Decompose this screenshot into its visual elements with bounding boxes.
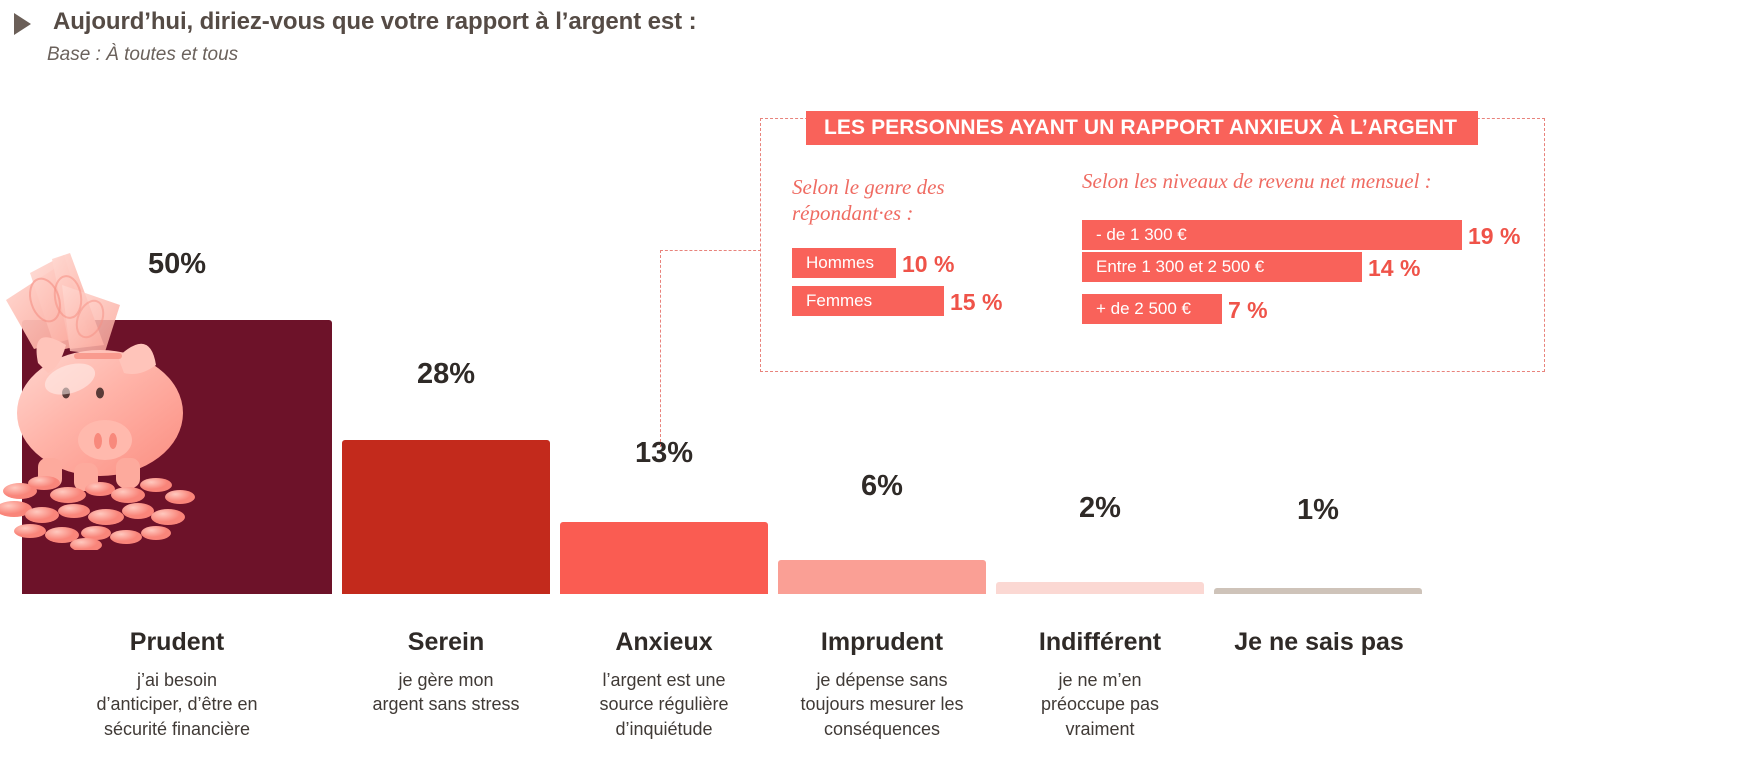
gender-section-label: Selon le genre des répondant·es : xyxy=(792,174,992,227)
bar-value-je-ne-sais-pas: 1% xyxy=(1297,494,1339,526)
income-bar-mid: Entre 1 300 et 2 500 € xyxy=(1082,252,1362,282)
income-bar-mid-label: Entre 1 300 et 2 500 € xyxy=(1096,257,1265,276)
page-title: Aujourd’hui, diriez-vous que votre rappo… xyxy=(53,8,697,35)
callout-leader-vertical xyxy=(660,250,661,447)
gender-bar-femmes-label: Femmes xyxy=(806,291,873,310)
bar-anxieux xyxy=(560,522,768,594)
category-desc-serein: je gère mon argent sans stress xyxy=(372,670,520,715)
bar-imprudent xyxy=(778,560,986,594)
income-bar-high-label: + de 2 500 € xyxy=(1096,299,1192,318)
bar-indifferent xyxy=(996,582,1204,594)
category-label-prudent: Prudent xyxy=(129,628,225,656)
category-label-je-ne-sais-pas: Je ne sais pas xyxy=(1234,628,1404,656)
category-desc-indifferent: je ne m’en préoccupe pas vraiment xyxy=(1040,670,1160,739)
gender-pct-hommes: 10 % xyxy=(902,251,955,277)
income-bar-low-label: - de 1 300 € xyxy=(1096,225,1187,244)
bar-value-anxieux: 13% xyxy=(634,437,694,469)
category-label-imprudent: Imprudent xyxy=(820,628,944,656)
bar-value-prudent: 50% xyxy=(147,248,207,280)
play-triangle-icon xyxy=(14,13,31,35)
income-pct-mid: 14 % xyxy=(1368,255,1421,281)
category-label-indifferent: Indifférent xyxy=(1038,628,1162,656)
category-label-anxieux: Anxieux xyxy=(615,628,713,656)
callout-leader-horizontal xyxy=(660,250,761,251)
gender-bar-hommes: Hommes xyxy=(792,248,896,278)
income-section-label: Selon les niveaux de revenu net mensuel … xyxy=(1082,169,1432,193)
category-label-serein: Serein xyxy=(407,628,485,656)
gender-bar-femmes: Femmes xyxy=(792,286,944,316)
bar-value-imprudent: 6% xyxy=(861,470,903,502)
callout-title: LES PERSONNES AYANT UN RAPPORT ANXIEUX À… xyxy=(824,116,1458,139)
question-row: Aujourd’hui, diriez-vous que votre rappo… xyxy=(14,8,697,36)
base-note: Base : À toutes et tous xyxy=(47,44,239,65)
bar-value-serein: 28% xyxy=(416,358,476,390)
piggy-bank-illustration xyxy=(0,245,230,550)
category-desc-prudent: j’ai besoin d’anticiper, d’être en sécur… xyxy=(96,670,258,739)
income-pct-high: 7 % xyxy=(1228,297,1268,323)
bar-value-indifferent: 2% xyxy=(1079,492,1121,524)
bar-serein xyxy=(342,440,550,594)
gender-bar-hommes-label: Hommes xyxy=(806,253,875,272)
category-desc-anxieux: l’argent est une source régulière d’inqu… xyxy=(599,670,729,739)
gender-section-label-line1: Selon le genre des xyxy=(792,175,945,199)
income-bar-high: + de 2 500 € xyxy=(1082,294,1222,324)
income-bar-low: - de 1 300 € xyxy=(1082,220,1462,250)
bar-je-ne-sais-pas xyxy=(1214,588,1422,594)
income-pct-low: 19 % xyxy=(1468,223,1521,249)
callout-title-bar: LES PERSONNES AYANT UN RAPPORT ANXIEUX À… xyxy=(806,111,1478,145)
category-desc-imprudent: je dépense sans toujours mesurer les con… xyxy=(800,670,964,739)
gender-section-label-line2: répondant·es : xyxy=(792,201,914,226)
gender-pct-femmes: 15 % xyxy=(950,289,1003,315)
